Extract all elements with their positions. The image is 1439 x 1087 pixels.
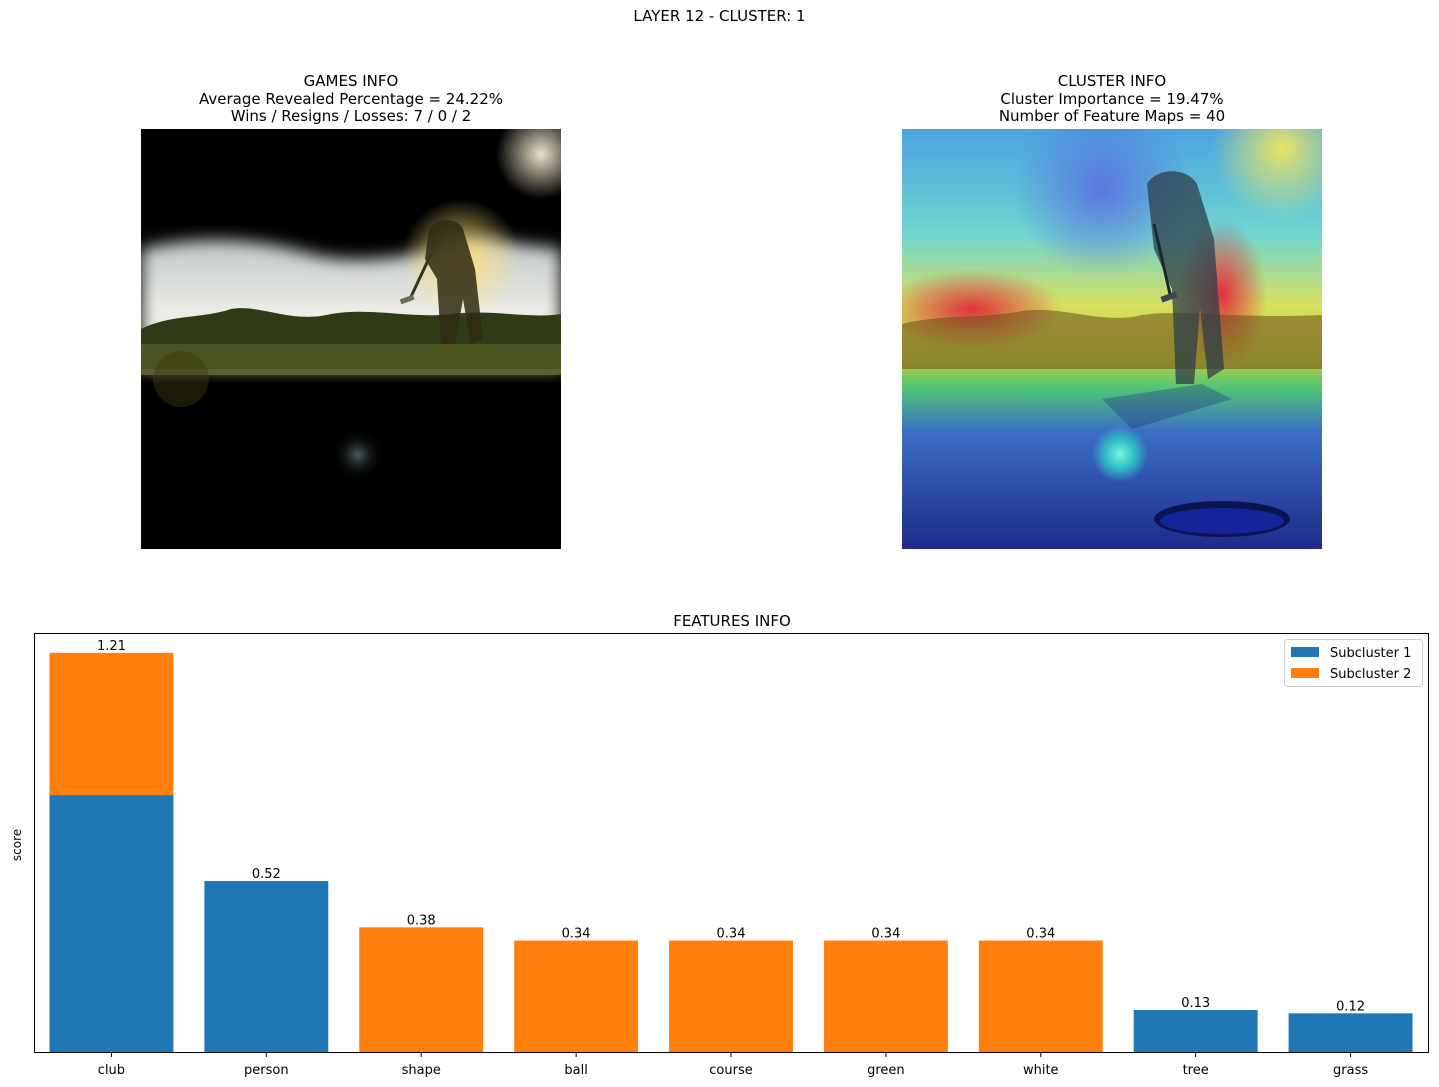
bar-person-subcluster-1 (204, 881, 329, 1053)
cluster-info-heading: CLUSTER INFO (1057, 72, 1167, 90)
cluster-info-title: CLUSTER INFO Cluster Importance = 19.47%… (902, 72, 1322, 126)
plot-area-frame (34, 633, 1429, 1053)
games-info-title: GAMES INFO Average Revealed Percentage =… (141, 72, 561, 126)
data-label-club: 1.21 (97, 639, 126, 654)
data-label-person: 0.52 (252, 867, 281, 882)
data-label-course: 0.34 (717, 927, 746, 942)
heatmap-golf-image (902, 129, 1322, 549)
cluster-info-importance: Cluster Importance = 19.47% (1000, 89, 1224, 108)
bar-ball-subcluster-2 (514, 940, 639, 1053)
x-tick-label-course: course (709, 1063, 752, 1078)
legend-entry-subcluster-1: Subcluster 1 (1291, 646, 1411, 661)
x-tick-label-shape: shape (402, 1063, 441, 1078)
legend: Subcluster 1 Subcluster 2 (1284, 639, 1423, 687)
bar-tree-subcluster-1 (1133, 1010, 1258, 1053)
x-tick-label-ball: ball (564, 1063, 587, 1078)
data-label-ball: 0.34 (562, 927, 591, 942)
chart-title: FEATURES INFO (673, 612, 791, 630)
data-label-white: 0.34 (1026, 927, 1055, 942)
bar-white-subcluster-2 (978, 940, 1103, 1053)
data-label-grass: 0.12 (1336, 999, 1365, 1014)
data-label-tree: 0.13 (1181, 996, 1210, 1011)
legend-swatch-subcluster-2 (1291, 668, 1319, 678)
x-tick-label-green: green (867, 1063, 905, 1078)
bar-shape-subcluster-2 (359, 927, 484, 1053)
x-tick-label-tree: tree (1183, 1063, 1209, 1078)
cluster-info-feature-maps: Number of Feature Maps = 40 (998, 107, 1226, 125)
figure-title: LAYER 12 - CLUSTER: 1 (633, 7, 806, 25)
bar-club-subcluster-2 (49, 652, 174, 796)
bar-club-subcluster-1 (49, 795, 174, 1053)
x-tick-label-person: person (244, 1063, 289, 1078)
games-info-results: Wins / Resigns / Losses: 7 / 0 / 2 (230, 107, 472, 125)
legend-entry-subcluster-2: Subcluster 2 (1291, 667, 1411, 682)
x-tick-label-club: club (98, 1063, 125, 1078)
y-axis-label: score (10, 829, 24, 861)
legend-label-subcluster-1: Subcluster 1 (1330, 646, 1411, 661)
games-info-revealed-percentage: Average Revealed Percentage = 24.22% (198, 89, 503, 108)
games-info-heading: GAMES INFO (303, 72, 399, 90)
masked-golf-image (141, 129, 561, 549)
legend-swatch-subcluster-1 (1291, 647, 1319, 657)
bar-green-subcluster-2 (823, 940, 948, 1053)
bar-course-subcluster-2 (669, 940, 793, 1053)
bar-grass-subcluster-1 (1288, 1013, 1413, 1053)
x-tick-label-grass: grass (1333, 1063, 1368, 1078)
x-tick-label-white: white (1023, 1063, 1059, 1078)
legend-label-subcluster-2: Subcluster 2 (1330, 667, 1411, 682)
data-label-shape: 0.38 (407, 913, 436, 928)
data-label-green: 0.34 (871, 927, 900, 942)
